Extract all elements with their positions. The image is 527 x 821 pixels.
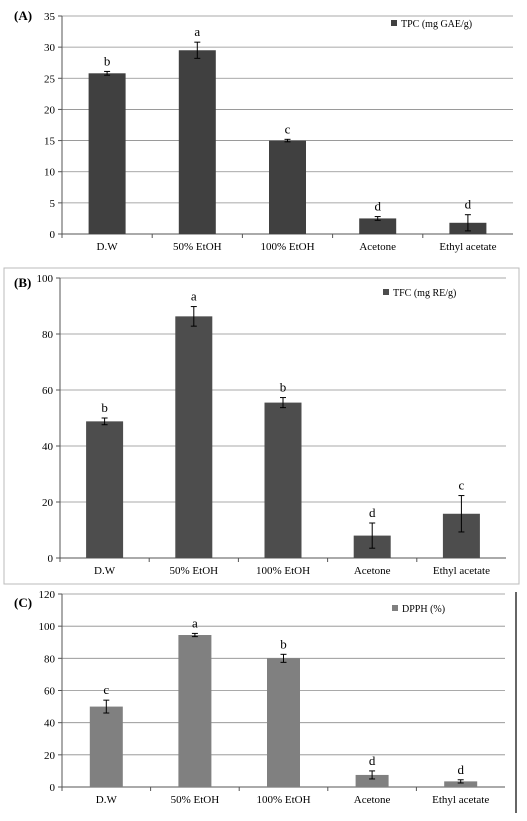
significance-letter: b bbox=[280, 636, 287, 651]
x-tick-label: 100% EtOH bbox=[256, 565, 310, 577]
bar bbox=[355, 774, 389, 787]
significance-letter: d bbox=[465, 197, 472, 212]
x-tick-label: Ethyl acetate bbox=[433, 565, 490, 577]
significance-letter: d bbox=[374, 199, 381, 214]
x-tick-label: 50% EtOH bbox=[170, 565, 219, 577]
significance-letter: b bbox=[104, 53, 111, 68]
bar bbox=[175, 316, 213, 558]
significance-letter: b bbox=[101, 400, 108, 415]
y-tick-label: 35 bbox=[44, 11, 56, 23]
bar bbox=[444, 781, 478, 787]
bar bbox=[89, 706, 123, 787]
y-tick-label: 30 bbox=[44, 42, 56, 54]
y-tick-label: 0 bbox=[50, 229, 56, 241]
y-tick-label: 40 bbox=[44, 718, 56, 730]
bar bbox=[178, 635, 212, 787]
bar bbox=[88, 73, 126, 234]
legend-label: DPPH (%) bbox=[402, 604, 445, 615]
y-tick-label: 100 bbox=[39, 621, 56, 633]
significance-letter: c bbox=[103, 682, 109, 697]
significance-letter: d bbox=[369, 505, 376, 520]
y-tick-label: 0 bbox=[48, 553, 54, 565]
panel-label: (B) bbox=[14, 275, 31, 290]
significance-letter: b bbox=[280, 380, 287, 395]
y-tick-label: 100 bbox=[37, 273, 54, 285]
y-tick-label: 40 bbox=[42, 441, 54, 453]
x-tick-label: 100% EtOH bbox=[256, 794, 310, 806]
significance-letter: c bbox=[459, 478, 465, 493]
panel-label: (A) bbox=[14, 8, 32, 23]
x-tick-label: 100% EtOH bbox=[260, 241, 314, 253]
significance-letter: a bbox=[191, 289, 197, 304]
significance-letter: c bbox=[285, 121, 291, 136]
y-tick-label: 20 bbox=[44, 104, 56, 116]
significance-letter: d bbox=[457, 762, 464, 777]
y-tick-label: 25 bbox=[44, 73, 56, 85]
bar bbox=[178, 50, 216, 234]
legend-swatch bbox=[383, 289, 389, 295]
y-tick-label: 80 bbox=[42, 329, 54, 341]
y-tick-label: 120 bbox=[39, 589, 56, 601]
y-tick-label: 0 bbox=[50, 782, 56, 794]
x-tick-label: D.W bbox=[97, 241, 119, 253]
y-tick-label: 60 bbox=[44, 686, 56, 698]
y-tick-label: 15 bbox=[44, 136, 56, 148]
x-tick-label: Ethyl acetate bbox=[439, 241, 496, 253]
y-tick-label: 60 bbox=[42, 385, 54, 397]
significance-letter: a bbox=[194, 24, 200, 39]
x-tick-label: D.W bbox=[94, 565, 116, 577]
y-tick-label: 20 bbox=[44, 750, 56, 762]
y-tick-label: 20 bbox=[42, 497, 54, 509]
bar bbox=[267, 658, 300, 787]
x-tick-label: 50% EtOH bbox=[173, 241, 222, 253]
x-tick-label: Acetone bbox=[354, 794, 391, 806]
legend-label: TFC (mg RE/g) bbox=[393, 288, 456, 299]
significance-letter: d bbox=[369, 753, 376, 768]
bar bbox=[359, 218, 397, 234]
x-tick-label: Acetone bbox=[354, 565, 391, 577]
legend-swatch bbox=[392, 605, 398, 611]
x-tick-label: Ethyl acetate bbox=[432, 794, 489, 806]
y-tick-label: 10 bbox=[44, 167, 56, 179]
x-tick-label: Acetone bbox=[359, 241, 396, 253]
significance-letter: a bbox=[192, 615, 198, 630]
bar bbox=[86, 421, 124, 558]
x-tick-label: D.W bbox=[96, 794, 118, 806]
bar bbox=[269, 140, 306, 234]
panel-frame bbox=[3, 267, 520, 585]
legend-swatch bbox=[391, 20, 397, 26]
x-tick-label: 50% EtOH bbox=[171, 794, 220, 806]
bar bbox=[264, 402, 302, 558]
y-tick-label: 5 bbox=[50, 198, 56, 210]
y-tick-label: 80 bbox=[44, 653, 56, 665]
panel-label: (C) bbox=[14, 595, 32, 610]
legend-label: TPC (mg GAE/g) bbox=[401, 19, 472, 30]
